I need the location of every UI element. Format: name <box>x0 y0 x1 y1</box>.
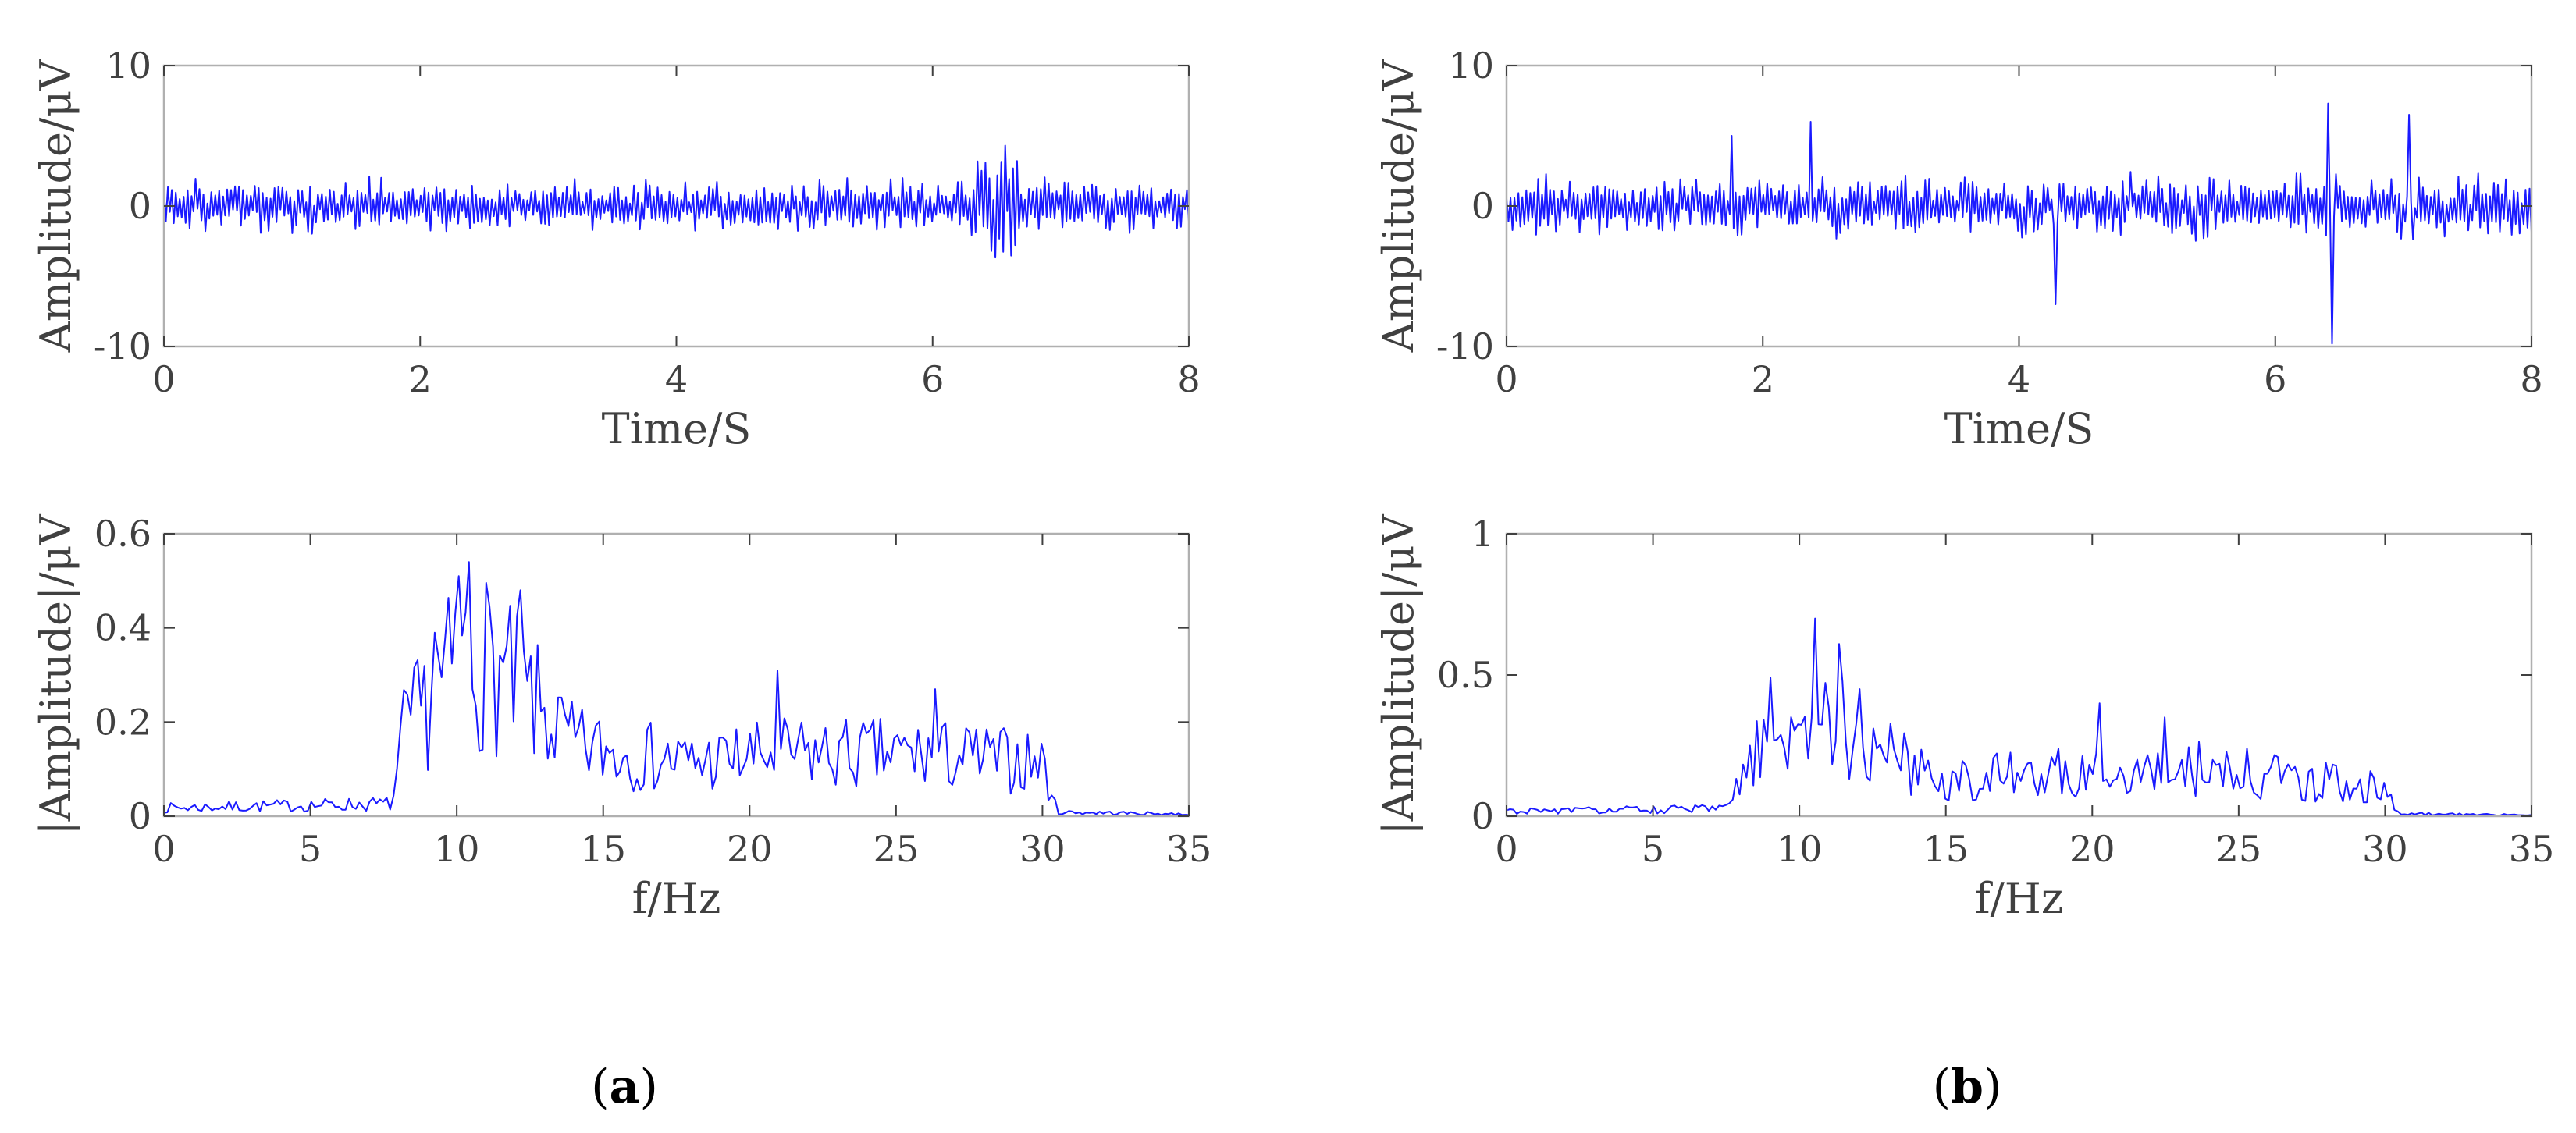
x-tick-label: 6 <box>921 358 944 400</box>
x-tick-label: 25 <box>2216 828 2262 870</box>
x-tick-label: 20 <box>2069 828 2115 870</box>
series-line-a-spec <box>163 561 1190 816</box>
panel-label-b-open: ( <box>1933 1060 1951 1114</box>
x-tick-label: 0 <box>152 358 175 400</box>
x-axis-label: Time/S <box>1944 404 2094 453</box>
y-tick-label: 0.6 <box>94 513 151 555</box>
y-tick-label: 10 <box>105 44 151 87</box>
y-axis-label: |Amplitude|/μV <box>31 514 80 836</box>
x-tick-label: 35 <box>2509 828 2555 870</box>
x-tick-label: 5 <box>1642 828 1664 870</box>
x-tick-label: 10 <box>1777 828 1823 870</box>
x-tick-label: 8 <box>1177 358 1200 400</box>
chart-a-spec: 0 5 10 15 20 25 30 35 0 0.2 0.4 0.6 f/Hz |Amplitude|/… <box>31 513 1212 923</box>
x-tick-label: 15 <box>580 828 626 870</box>
y-tick-label: 0 <box>129 795 151 837</box>
x-tick-label: 30 <box>1019 828 1066 870</box>
panel-label-a-letter: a <box>610 1060 640 1114</box>
x-tick-label: 2 <box>1752 358 1774 400</box>
panel-label-b-letter: b <box>1951 1060 1984 1114</box>
plot-frame-a-spec <box>162 532 1190 818</box>
y-tick-label: 0 <box>129 185 151 227</box>
panel-label-a: (a) <box>591 1060 658 1114</box>
x-axis-label: f/Hz <box>1975 874 2064 923</box>
y-tick-label: 1 <box>1471 513 1494 555</box>
x-tick-label: 0 <box>152 828 175 870</box>
y-tick-label: 0 <box>1471 185 1494 227</box>
x-tick-label: 15 <box>1923 828 1969 870</box>
panel-label-a-open: ( <box>591 1060 609 1114</box>
y-tick-label: 0.2 <box>94 701 151 743</box>
y-tick-label: 0 <box>1471 795 1494 837</box>
x-tick-label: 2 <box>409 358 432 400</box>
y-axis-label: Amplitude/μV <box>31 59 80 353</box>
y-axis-label: |Amplitude|/μV <box>1374 514 1423 836</box>
x-tick-label: 4 <box>665 358 688 400</box>
x-tick-label: 8 <box>2520 358 2542 400</box>
series-line-b-spec <box>1506 617 2532 817</box>
x-tick-label: 0 <box>1495 358 1517 400</box>
x-axis-label: Time/S <box>602 404 752 453</box>
x-tick-label: 20 <box>727 828 773 870</box>
x-tick-label: 0 <box>1495 828 1517 870</box>
x-tick-label: 25 <box>873 828 920 870</box>
x-tick-label: 5 <box>299 828 322 870</box>
plot-frame-b-spec <box>1505 532 2533 818</box>
y-tick-label: -10 <box>94 325 151 368</box>
y-tick-label: 0.5 <box>1437 654 1494 696</box>
x-tick-label: 4 <box>2008 358 2030 400</box>
series-line-a-time <box>163 144 1190 259</box>
y-tick-label: 0.4 <box>94 607 151 649</box>
y-tick-label: -10 <box>1436 325 1494 368</box>
series-line-b-time <box>1506 102 2532 345</box>
x-tick-label: 10 <box>434 828 480 870</box>
panel-label-a-close: ) <box>639 1060 657 1114</box>
x-tick-label: 30 <box>2362 828 2408 870</box>
x-tick-label: 35 <box>1166 828 1212 870</box>
x-tick-label: 6 <box>2264 358 2286 400</box>
y-axis-label: Amplitude/μV <box>1374 59 1423 353</box>
y-tick-label: 10 <box>1448 44 1494 87</box>
panel-label-b: (b) <box>1933 1060 2002 1114</box>
panel-label-b-close: ) <box>1984 1060 2001 1114</box>
x-axis-label: f/Hz <box>632 874 721 923</box>
chart-b-spec: 0 5 10 15 20 25 30 35 0 0.5 1 f/Hz |Amplitude|/μV <box>1374 513 2554 923</box>
